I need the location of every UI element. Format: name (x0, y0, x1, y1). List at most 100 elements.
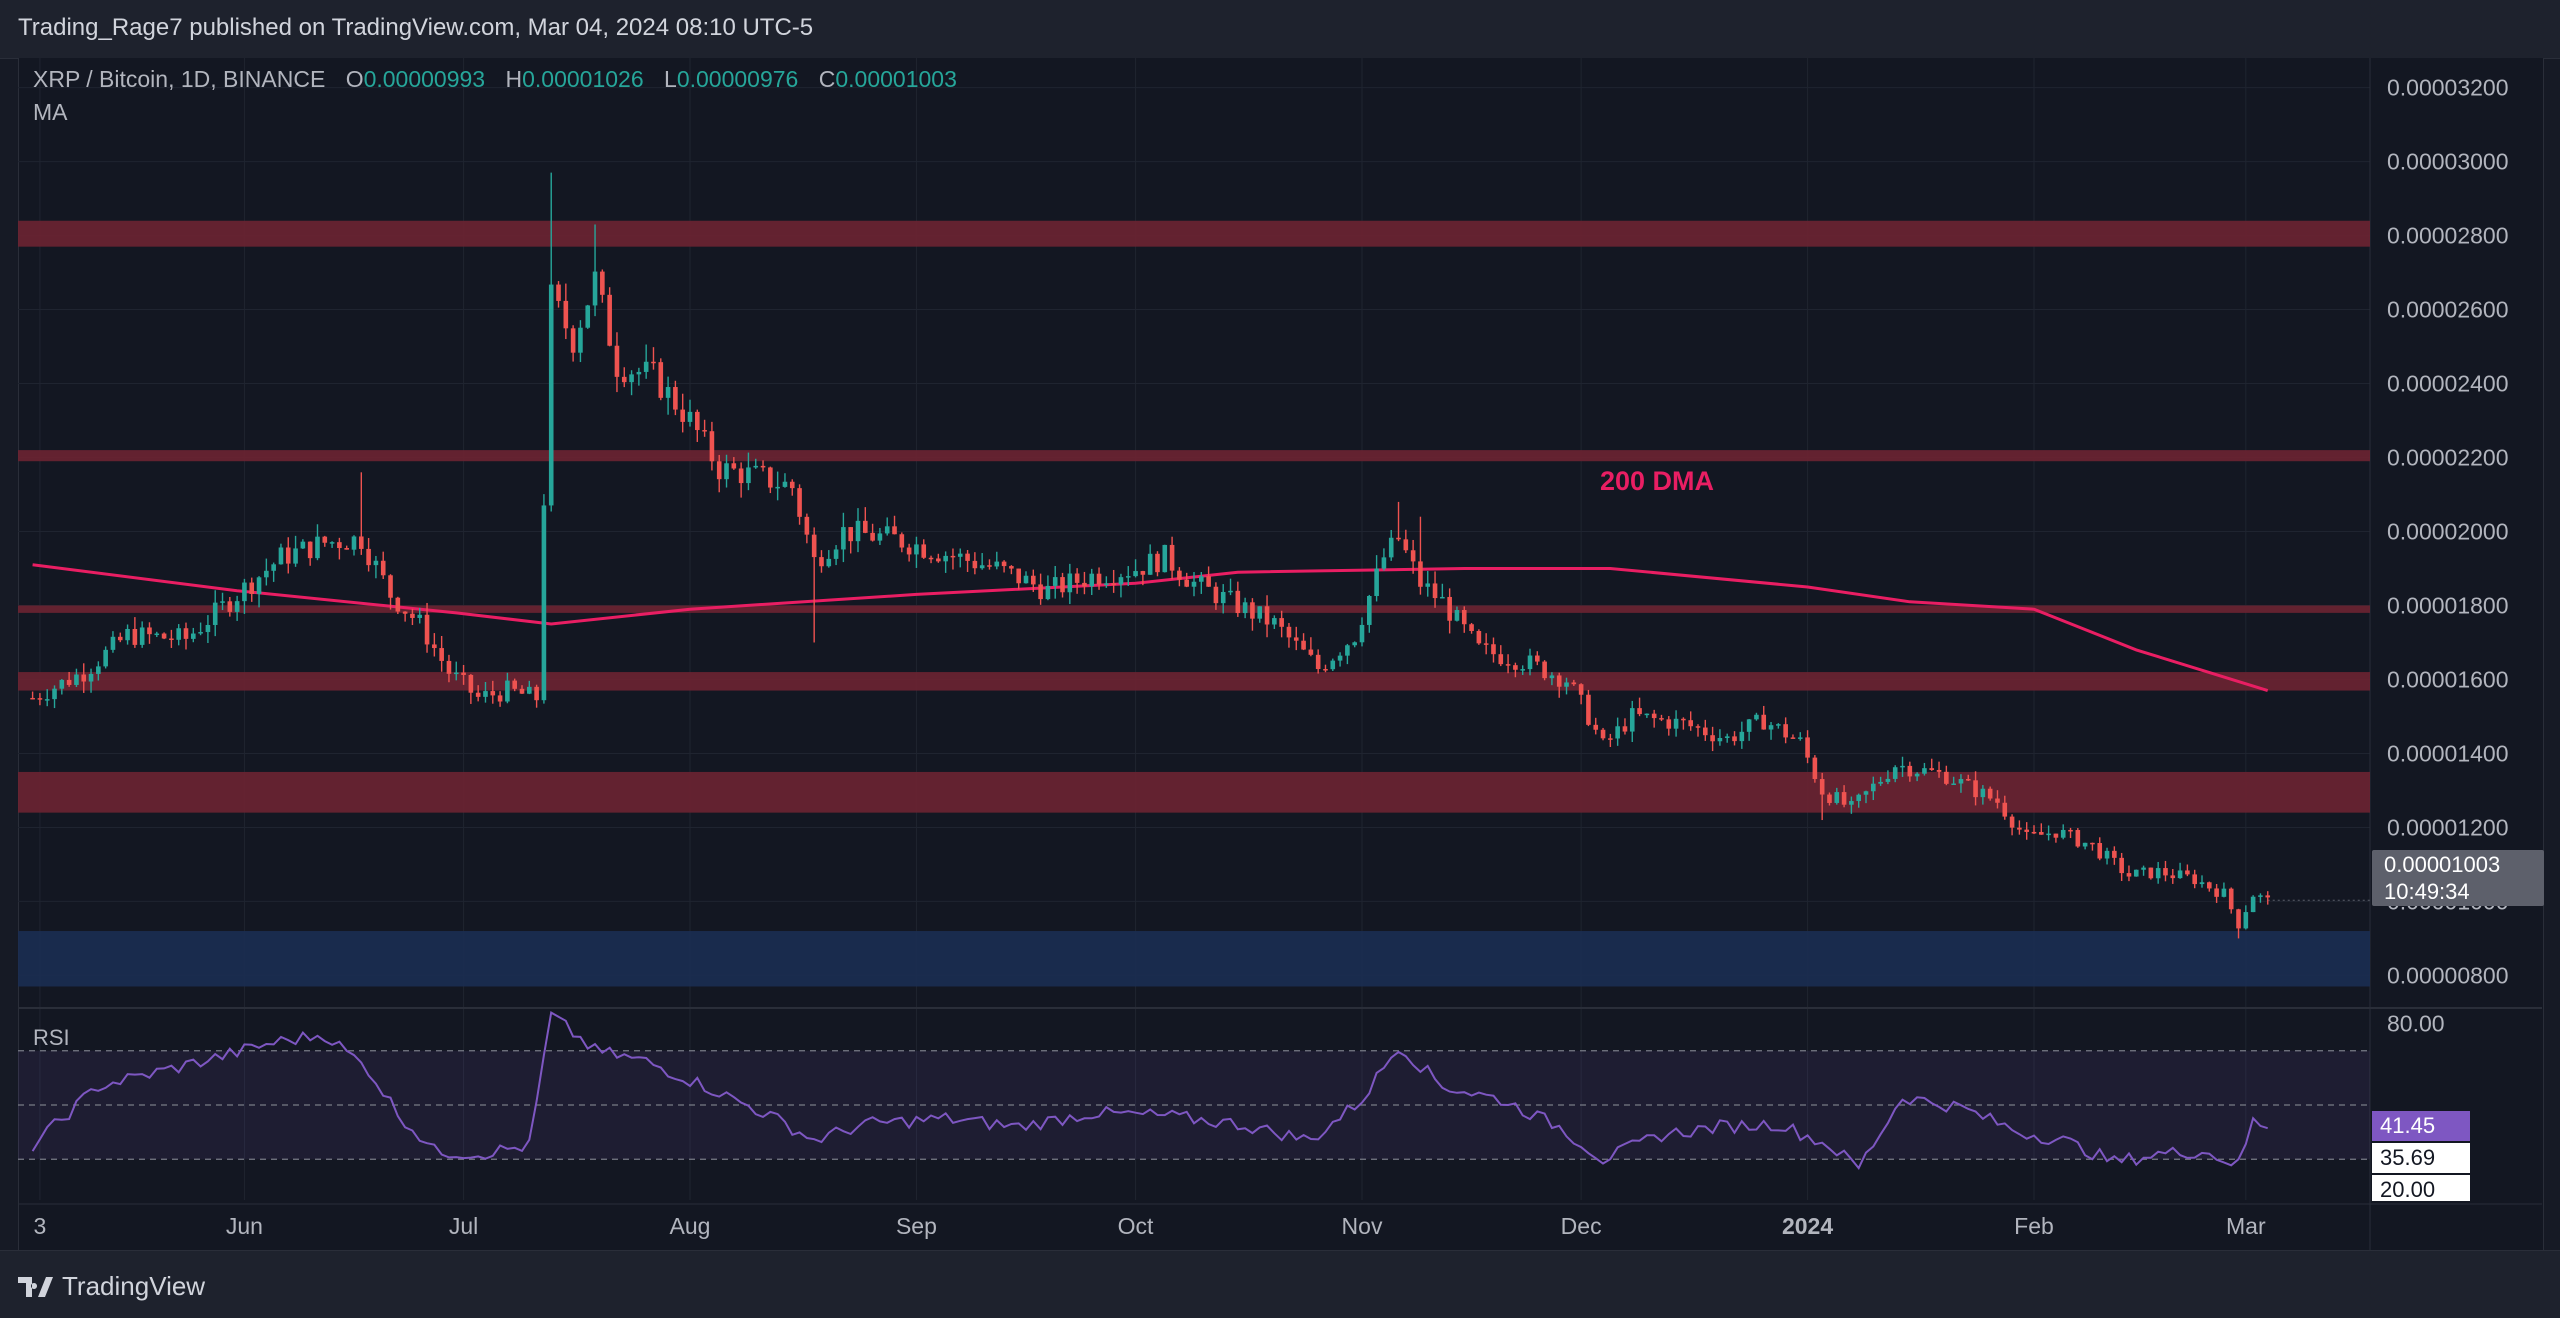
candle-body (461, 672, 466, 675)
candle-body (154, 633, 160, 636)
candle-body (59, 679, 65, 689)
candle-body (2024, 829, 2029, 832)
candle-body (578, 327, 583, 353)
time-tick-label: Oct (1118, 1213, 1154, 1239)
candle-body (212, 602, 218, 625)
open-label: O (345, 66, 364, 92)
symbol-title[interactable]: XRP / Bitcoin, 1D, BINANCE (33, 66, 326, 92)
candle-body (1578, 684, 1584, 695)
candle-body (1228, 590, 1233, 593)
candle-body (592, 271, 598, 306)
candle-body (1644, 713, 1650, 716)
candle-body (870, 532, 875, 541)
candle-body (139, 627, 145, 645)
chart-frame[interactable] (18, 58, 2544, 1250)
candle-body (198, 632, 203, 634)
candle-body (1593, 724, 1599, 730)
candle-body (1213, 586, 1219, 604)
candle-body (1783, 724, 1788, 738)
candle-body (1009, 566, 1014, 569)
candle-body (768, 467, 773, 488)
candle-body (1286, 626, 1292, 638)
candle-body (1914, 773, 1920, 777)
candle-body (724, 463, 729, 480)
candle-body (695, 411, 700, 431)
resistance-zone (18, 672, 2370, 691)
close-value: 0.00001003 (835, 66, 957, 92)
ma-annotation: 200 DMA (1600, 466, 1715, 496)
time-tick-label: 3 (34, 1213, 47, 1239)
candle-body (1703, 727, 1708, 736)
candle-body (446, 660, 452, 674)
candle-body (979, 565, 985, 569)
candle-body (994, 561, 1000, 567)
candle-body (1359, 624, 1365, 643)
candle-body (899, 534, 905, 548)
candle-body (1301, 640, 1306, 650)
candle-body (906, 547, 912, 555)
candle-body (658, 362, 664, 398)
rsi-panel-label[interactable]: RSI (33, 1025, 70, 1050)
candle-body (2141, 867, 2146, 870)
candle-body (468, 674, 474, 693)
open-value: 0.00000993 (363, 66, 486, 92)
symbol-legend[interactable]: XRP / Bitcoin, 1D, BINANCE O0.00000993 H… (33, 66, 957, 93)
time-tick-label: Dec (1561, 1213, 1602, 1239)
candle-body (1235, 590, 1241, 614)
candle-body (1367, 595, 1372, 625)
candle-body (2090, 842, 2095, 845)
price-tick-label: 0.00002600 (2387, 297, 2509, 323)
candle-body (1527, 655, 1533, 670)
time-tick-label: Jun (226, 1213, 263, 1239)
candle-body (541, 505, 547, 701)
candle-body (709, 431, 715, 462)
candle-body (1520, 669, 1525, 671)
candle-body (2163, 868, 2168, 876)
candle-body (987, 565, 992, 567)
candle-body (716, 461, 722, 480)
candle-body (1396, 537, 1401, 540)
candle-body (811, 534, 817, 558)
candle-body (1666, 719, 1672, 729)
indicator-ma-label[interactable]: MA (33, 99, 68, 125)
candle-body (1199, 576, 1204, 582)
tradingview-logo[interactable]: TradingView (18, 1271, 205, 1302)
candle-body (2243, 912, 2249, 929)
candle-body (1111, 583, 1116, 585)
candle-body (1074, 573, 1080, 583)
rsi-panel: 80.00 (18, 1011, 2445, 1170)
candle-body (1483, 643, 1489, 645)
price-tick-label: 0.00002400 (2387, 371, 2509, 397)
ma-200-line (32, 563, 2269, 693)
candle-body (147, 627, 152, 635)
candle-body (1337, 655, 1343, 661)
rsi-top-tick: 80.00 (2387, 1011, 2445, 1037)
candle-body (1717, 737, 1723, 742)
price-tick-label: 0.00001600 (2387, 666, 2509, 692)
candle-body (1447, 596, 1452, 621)
candle-body (497, 695, 503, 702)
candle-body (1374, 568, 1379, 596)
candle-body (1688, 720, 1693, 727)
candle-body (651, 361, 656, 364)
candle-body (1220, 591, 1226, 604)
close-label: C (818, 66, 836, 92)
candle-body (687, 411, 693, 422)
candle-body (1432, 583, 1438, 599)
candle-body (1067, 573, 1073, 593)
candle-body (2112, 850, 2117, 858)
candle-body (96, 666, 101, 674)
candle-body (2170, 875, 2176, 879)
high-value: 0.00001026 (522, 66, 644, 92)
time-axis: 3 Jun Jul Aug Sep Oct Nov Dec 2024 Feb Mar (34, 1213, 2266, 1239)
candle-body (278, 547, 284, 565)
candle-body (1673, 718, 1679, 729)
candle-body (1293, 637, 1299, 641)
candle-body (1279, 618, 1284, 627)
candle-body (1461, 610, 1467, 625)
candle-body (2207, 882, 2212, 889)
candle-body (1052, 577, 1058, 586)
candle-body (2119, 857, 2124, 874)
candle-body (1191, 581, 1197, 587)
